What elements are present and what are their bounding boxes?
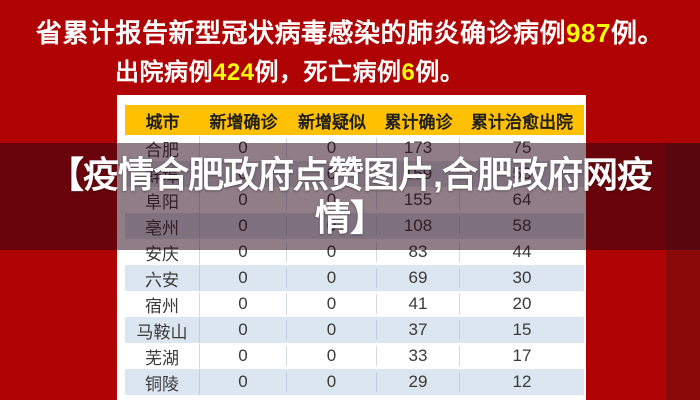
column-header: 累计治愈出院 (471, 112, 573, 132)
value-cell: 0 (200, 294, 287, 314)
column-header: 新增确诊 (209, 112, 278, 132)
value-cell: 20 (512, 294, 532, 313)
banner-line-1: 省累计报告新型冠状病毒感染的肺炎确诊病例987例。 (0, 13, 700, 50)
value-cell: 0 (287, 294, 377, 314)
table-row: 马鞍山 0 0 37 15 (125, 317, 584, 343)
value-cell: 0 (200, 346, 287, 366)
watermark-text: 【疫情合肥政府点赞图片,合肥政府网疫 情】 (0, 153, 700, 239)
banner-line1-prefix: 省累计报告新型冠状病毒感染的肺炎确诊病例 (36, 18, 567, 48)
value-cell: 0 (200, 268, 287, 288)
value-cell: 33 (377, 346, 460, 366)
value-cell: 29 (377, 372, 460, 392)
discharged-total-value: 424 (213, 59, 255, 86)
value-cell: 0 (287, 320, 377, 340)
deaths-total-value: 6 (401, 59, 416, 86)
banner-line1-suffix: 例。 (610, 18, 664, 48)
value-cell: 15 (512, 320, 532, 339)
value-cell: 12 (512, 372, 532, 391)
column-header: 新增疑似 (298, 112, 366, 132)
value-cell: 41 (377, 294, 460, 314)
value-cell: 0 (287, 346, 377, 366)
value-cell: 0 (200, 320, 287, 340)
watermark-line-1: 【疫情合肥政府点赞图片,合肥政府网疫 (47, 154, 653, 195)
banner-line-2: 出院病例424例，死亡病例6例。 (115, 52, 464, 87)
banner: 省累计报告新型冠状病毒感染的肺炎确诊病例987例。 出院病例424例，死亡病例6… (0, 0, 700, 95)
city-name-cell: 宿州 (125, 291, 200, 317)
banner-line2-middle: 例，死亡病例 (254, 59, 402, 86)
table-row: 铜陵 0 0 29 12 (125, 369, 584, 395)
watermark-band: 【疫情合肥政府点赞图片,合肥政府网疫 情】 (0, 143, 700, 250)
banner-line2-suffix: 例。 (415, 59, 465, 86)
value-cell: 37 (377, 320, 460, 340)
watermark-line-2: 情】 (314, 197, 386, 238)
column-header: 城市 (145, 112, 180, 132)
value-cell: 17 (512, 346, 532, 365)
value-cell: 0 (287, 372, 377, 392)
table-row: 芜湖 0 0 33 17 (125, 343, 584, 369)
table-row: 宿州 0 0 41 20 (125, 291, 584, 317)
city-name-cell: 马鞍山 (125, 317, 200, 343)
banner-line2-prefix: 出院病例 (115, 59, 213, 86)
city-name-cell: 铜陵 (125, 369, 200, 395)
column-header: 累计确诊 (384, 112, 453, 132)
value-cell: 0 (287, 268, 377, 288)
table-row: 六安 0 0 69 30 (125, 265, 584, 291)
value-cell: 69 (377, 268, 460, 288)
value-cell: 0 (287, 242, 377, 262)
city-name-cell: 六安 (125, 265, 200, 291)
table-header-row: 城市 新增确诊 新增疑似 累计确诊 累计治愈出院 (125, 105, 584, 135)
value-cell: 0 (200, 372, 287, 392)
value-cell: 30 (512, 268, 532, 287)
city-name-cell: 芜湖 (125, 343, 200, 369)
value-cell: 0 (200, 242, 287, 262)
confirmed-total-value: 987 (566, 18, 611, 48)
